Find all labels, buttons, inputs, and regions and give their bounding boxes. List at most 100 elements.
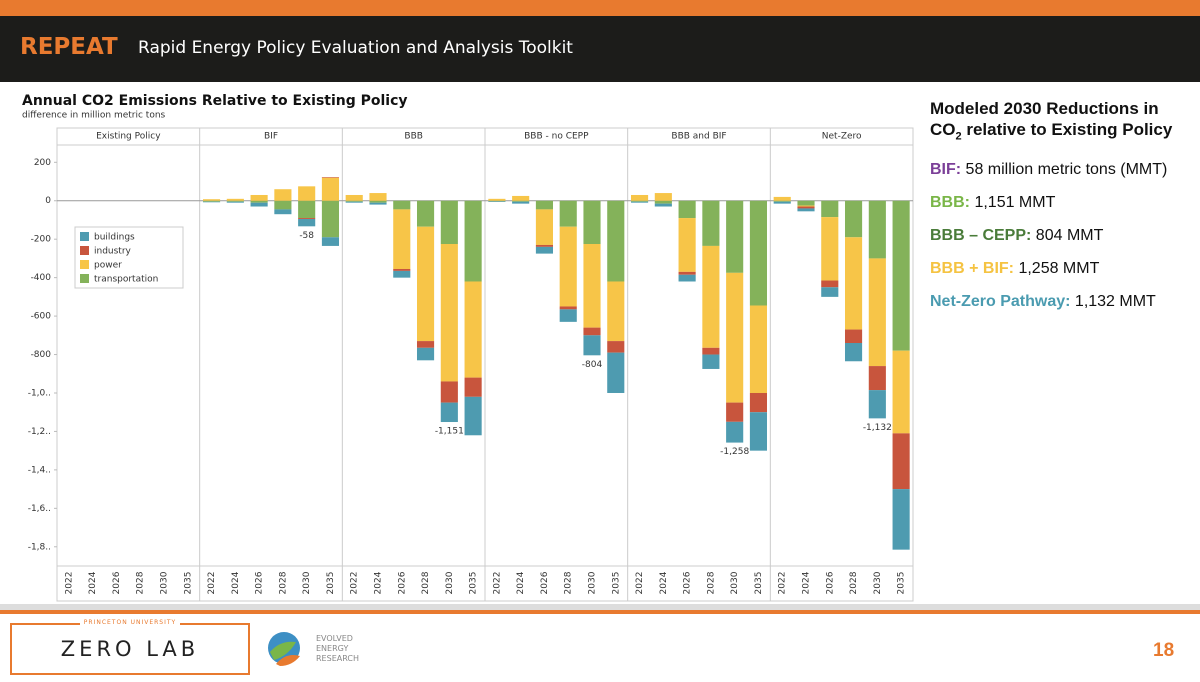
x-tick-label: 2022 bbox=[207, 572, 217, 595]
bar-segment bbox=[345, 201, 363, 203]
bar-segment bbox=[654, 193, 672, 201]
bar-segment bbox=[393, 268, 411, 271]
bar-segment bbox=[892, 350, 910, 434]
summary-text: 1,151 MMT bbox=[970, 194, 1056, 212]
bar-segment bbox=[868, 366, 886, 391]
page-number: 18 bbox=[1153, 640, 1175, 661]
x-tick-label: 2024 bbox=[374, 571, 384, 594]
bar-segment bbox=[821, 217, 839, 281]
bar-segment bbox=[488, 198, 506, 201]
x-tick-label: 2028 bbox=[849, 571, 859, 594]
facet-label: BBB and BIF bbox=[671, 132, 726, 142]
bar-segment bbox=[274, 209, 292, 215]
partner-line: EVOLVED bbox=[316, 634, 353, 643]
lab: ZERO LAB bbox=[60, 637, 200, 661]
banner-title: Rapid Energy Policy Evaluation and Analy… bbox=[138, 38, 573, 58]
bar-segment bbox=[797, 200, 815, 206]
logo-leaf bbox=[270, 641, 296, 660]
y-tick-label: -1,8.. bbox=[28, 542, 51, 552]
bar-segment bbox=[892, 200, 910, 351]
bar-segment bbox=[298, 219, 316, 227]
bar-segment bbox=[630, 201, 649, 203]
bar-segment bbox=[345, 200, 363, 202]
bar-segment bbox=[868, 258, 886, 367]
bar-segment bbox=[607, 352, 625, 393]
bar-segment bbox=[797, 206, 815, 209]
bar-segment bbox=[369, 202, 387, 205]
net-label: -804 bbox=[582, 360, 603, 370]
facet-label: Existing Policy bbox=[96, 132, 161, 142]
bar-segment bbox=[512, 201, 530, 204]
x-tick-label: 2024 bbox=[88, 571, 98, 594]
bar-segment bbox=[535, 209, 554, 245]
bar-segment bbox=[583, 327, 601, 336]
x-tick-label: 2026 bbox=[112, 571, 122, 594]
legend-swatch bbox=[80, 246, 89, 255]
bar-segment bbox=[797, 208, 815, 212]
bar-segment bbox=[726, 402, 744, 422]
x-tick-label: 2030 bbox=[730, 571, 740, 594]
x-tick-label: 2028 bbox=[421, 571, 431, 594]
bar-segment bbox=[274, 189, 292, 201]
x-tick-label: 2024 bbox=[802, 571, 812, 594]
bar-segment bbox=[535, 244, 554, 247]
x-tick-label: 2022 bbox=[778, 572, 788, 595]
bar-segment bbox=[583, 200, 601, 245]
bar-segment bbox=[678, 271, 696, 275]
partner-line: RESEARCH bbox=[316, 654, 359, 663]
bar-segment bbox=[202, 200, 221, 202]
summary-title-text: Modeled 2030 Reductions in bbox=[930, 99, 1159, 118]
bar-segment bbox=[607, 341, 625, 353]
x-tick-label: 2035 bbox=[611, 572, 621, 595]
facet-label: BIF bbox=[264, 132, 278, 142]
y-tick-label: -1,2.. bbox=[28, 427, 51, 437]
net-label: -1,132 bbox=[863, 423, 892, 433]
bar-segment bbox=[202, 199, 221, 201]
y-tick-label: -1,4.. bbox=[28, 465, 51, 475]
bar-segment bbox=[440, 200, 458, 245]
legend-label: industry bbox=[94, 247, 132, 257]
bar-segment bbox=[535, 200, 554, 210]
bar-segment bbox=[440, 244, 458, 382]
bar-segment bbox=[749, 412, 768, 451]
bar-segment bbox=[416, 347, 435, 361]
summary-text: 804 MMT bbox=[1031, 227, 1104, 245]
footer-band bbox=[0, 604, 1200, 610]
bar-segment bbox=[345, 194, 363, 201]
bar-segment bbox=[298, 200, 316, 219]
logo-leaf2 bbox=[276, 655, 300, 666]
x-tick-label: 2030 bbox=[588, 571, 598, 594]
legend-label: power bbox=[94, 261, 122, 271]
bar-segment bbox=[892, 433, 910, 490]
bar-segment bbox=[630, 200, 649, 202]
summary: Modeled 2030 Reductions in CO2 relative t… bbox=[930, 98, 1195, 326]
x-tick-label: 2030 bbox=[302, 571, 312, 594]
bar-segment bbox=[321, 237, 340, 246]
bar-segment bbox=[844, 200, 863, 238]
bar-segment bbox=[559, 309, 577, 322]
bar-segment bbox=[321, 200, 340, 238]
y-tick-label: -400 bbox=[31, 273, 52, 283]
summary-title-co: CO bbox=[930, 120, 956, 139]
bar-segment bbox=[773, 196, 791, 201]
bar-segment bbox=[226, 200, 244, 202]
bar-segment bbox=[226, 198, 244, 201]
x-tick-label: 2035 bbox=[897, 572, 907, 595]
partner-name: EVOLVED ENERGY RESEARCH bbox=[316, 634, 359, 664]
bar-segment bbox=[797, 205, 815, 207]
summary-item: Net-Zero Pathway: 1,132 MMT bbox=[930, 293, 1195, 311]
partner-line: ENERGY bbox=[316, 644, 349, 653]
legend-swatch bbox=[80, 232, 89, 241]
bar-segment bbox=[440, 381, 458, 403]
x-tick-label: 2028 bbox=[706, 571, 716, 594]
chart-title: Annual CO2 Emissions Relative to Existin… bbox=[22, 93, 408, 109]
y-tick-label: -600 bbox=[31, 312, 52, 322]
bar-segment bbox=[274, 200, 292, 210]
bar-segment bbox=[416, 226, 435, 342]
bar-segment bbox=[583, 244, 601, 328]
chart-subtitle: difference in million metric tons bbox=[22, 111, 166, 121]
bar-segment bbox=[464, 200, 482, 282]
bar-segment bbox=[298, 186, 316, 201]
summary-label: BBB: bbox=[930, 194, 970, 212]
